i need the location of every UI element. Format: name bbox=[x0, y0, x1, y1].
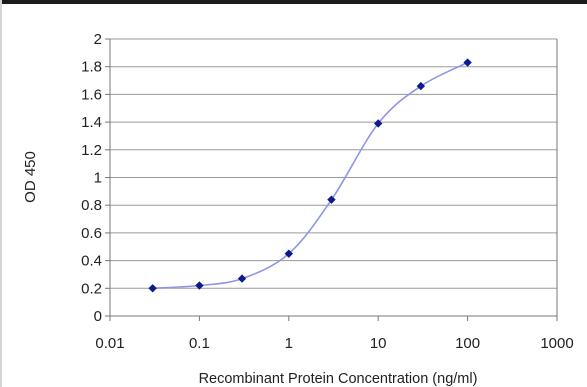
data-point-marker bbox=[374, 119, 383, 128]
data-point-marker bbox=[148, 284, 157, 293]
data-point-marker bbox=[237, 274, 247, 283]
data-point-marker bbox=[327, 195, 336, 204]
data-point-marker bbox=[284, 249, 293, 258]
y-tick-label: 1 bbox=[94, 170, 102, 187]
data-point-marker bbox=[463, 58, 472, 67]
data-point-marker bbox=[416, 81, 426, 91]
left-frame-border bbox=[0, 0, 2, 387]
x-tick-label: 0.1 bbox=[189, 335, 210, 352]
y-tick-label: 0.2 bbox=[81, 280, 102, 297]
y-tick-label: 1.8 bbox=[81, 59, 102, 76]
y-tick-label: 0.8 bbox=[81, 197, 102, 214]
grid-lines bbox=[110, 38, 557, 289]
series-layer bbox=[148, 58, 472, 293]
x-tick-label: 0.01 bbox=[95, 335, 124, 352]
x-tick-label: 10 bbox=[370, 335, 387, 352]
y-axis-label: OD 450 bbox=[22, 151, 39, 203]
axes bbox=[105, 38, 558, 321]
y-tick-label: 1.4 bbox=[81, 114, 102, 131]
y-tick-label: 0.4 bbox=[81, 253, 102, 270]
x-tick-label: 100 bbox=[455, 335, 480, 352]
x-tick-label: 1 bbox=[285, 335, 293, 352]
y-tick-label: 1.6 bbox=[81, 86, 102, 103]
top-frame-border bbox=[0, 0, 587, 4]
y-tick-label: 0.6 bbox=[81, 225, 102, 242]
y-tick-label: 2 bbox=[94, 31, 102, 48]
data-point-marker bbox=[195, 281, 204, 290]
x-axis-label: Recombinant Protein Concentration (ng/ml… bbox=[199, 371, 478, 387]
y-tick-label: 1.2 bbox=[81, 142, 102, 159]
tick-labels: 0 0.2 0.4 0.6 0.8 1 1.2 1.4 1.6 1.8 2 0.01 0.1 1 10 100… bbox=[81, 31, 574, 352]
x-tick-label: 1000 bbox=[540, 335, 573, 352]
series-line bbox=[152, 61, 468, 290]
y-tick-label: 0 bbox=[94, 308, 102, 325]
